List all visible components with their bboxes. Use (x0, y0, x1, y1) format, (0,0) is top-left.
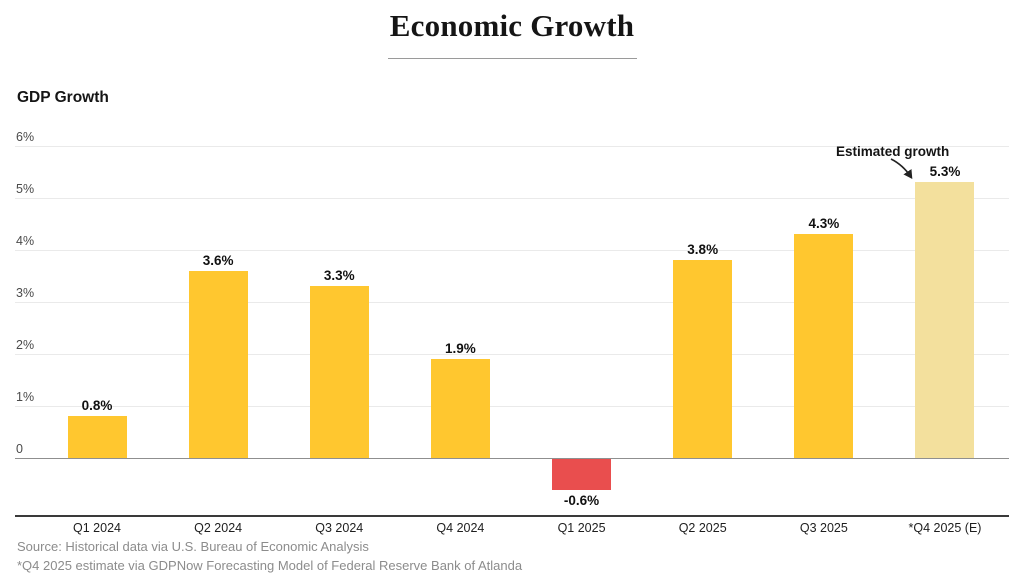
bar-value-q2-2024: 3.6% (202, 252, 234, 268)
annotation-arrow-icon (890, 158, 913, 179)
y-axis-tick-2: 2% (16, 338, 35, 352)
x-axis-tick-q3-2025: Q3 2025 (799, 521, 848, 535)
title-underline (388, 58, 637, 59)
x-axis-line (15, 515, 1009, 517)
gridline-3 (15, 302, 1009, 303)
bar-value-q2-2025: 3.8% (687, 242, 719, 258)
panel-label: GDP Growth (17, 89, 109, 106)
x-axis-tick-q4-2024: Q4 2024 (436, 521, 485, 535)
x-axis-tick-q2-2024: Q2 2024 (194, 521, 243, 535)
y-axis-tick-5: 5% (16, 182, 35, 196)
bar-q2-2025 (673, 260, 733, 458)
y-axis-tick-0: 0 (16, 442, 24, 456)
bar-q2-2024 (188, 270, 248, 458)
x-axis-tick-q3-2024: Q3 2024 (315, 521, 364, 535)
y-axis-tick-6: 6% (16, 130, 35, 144)
bar-value-q1-2025: -0.6% (563, 493, 600, 509)
bar-q3-2025 (794, 234, 854, 458)
source-notes: Source: Historical data via U.S. Bureau … (17, 538, 522, 575)
bar-q3-2024 (309, 286, 369, 458)
bar-value-q3-2024: 3.3% (323, 268, 355, 284)
y-axis-tick-3: 3% (16, 286, 35, 300)
bar-q4-2024 (430, 359, 490, 458)
gridline-0 (15, 458, 1009, 459)
gridline-4 (15, 250, 1009, 251)
x-axis-tick-q1-2024: Q1 2024 (73, 521, 121, 535)
source-line-1: Source: Historical data via U.S. Bureau … (17, 539, 369, 554)
gridline-5 (15, 198, 1009, 199)
y-axis-tick-4: 4% (16, 234, 35, 248)
bar-q4-2025-e (915, 182, 975, 458)
source-line-2: *Q4 2025 estimate via GDPNow Forecasting… (17, 557, 523, 573)
gridline-1 (15, 406, 1009, 407)
x-axis-tick-q4-2025-e: *Q4 2025 (E) (908, 521, 982, 535)
chart-title: Economic Growth (389, 8, 635, 43)
y-axis-tick-1: 1% (16, 390, 35, 404)
bar-value-q1-2024: 0.8% (81, 398, 113, 414)
bar-q1-2024 (67, 416, 127, 458)
x-axis-tick-q2-2025: Q2 2025 (678, 521, 727, 535)
bar-value-q4-2024: 1.9% (445, 341, 476, 357)
gridline-2 (15, 354, 1009, 355)
gridline-6 (15, 146, 1009, 147)
x-axis-tick-q1-2025: Q1 2025 (557, 521, 606, 535)
bar-value-q3-2025: 4.3% (808, 216, 840, 232)
annotation-label: Estimated growth (836, 144, 950, 159)
bar-value-q4-2025-e: 5.3% (929, 164, 961, 180)
bar-q1-2025 (552, 459, 612, 491)
